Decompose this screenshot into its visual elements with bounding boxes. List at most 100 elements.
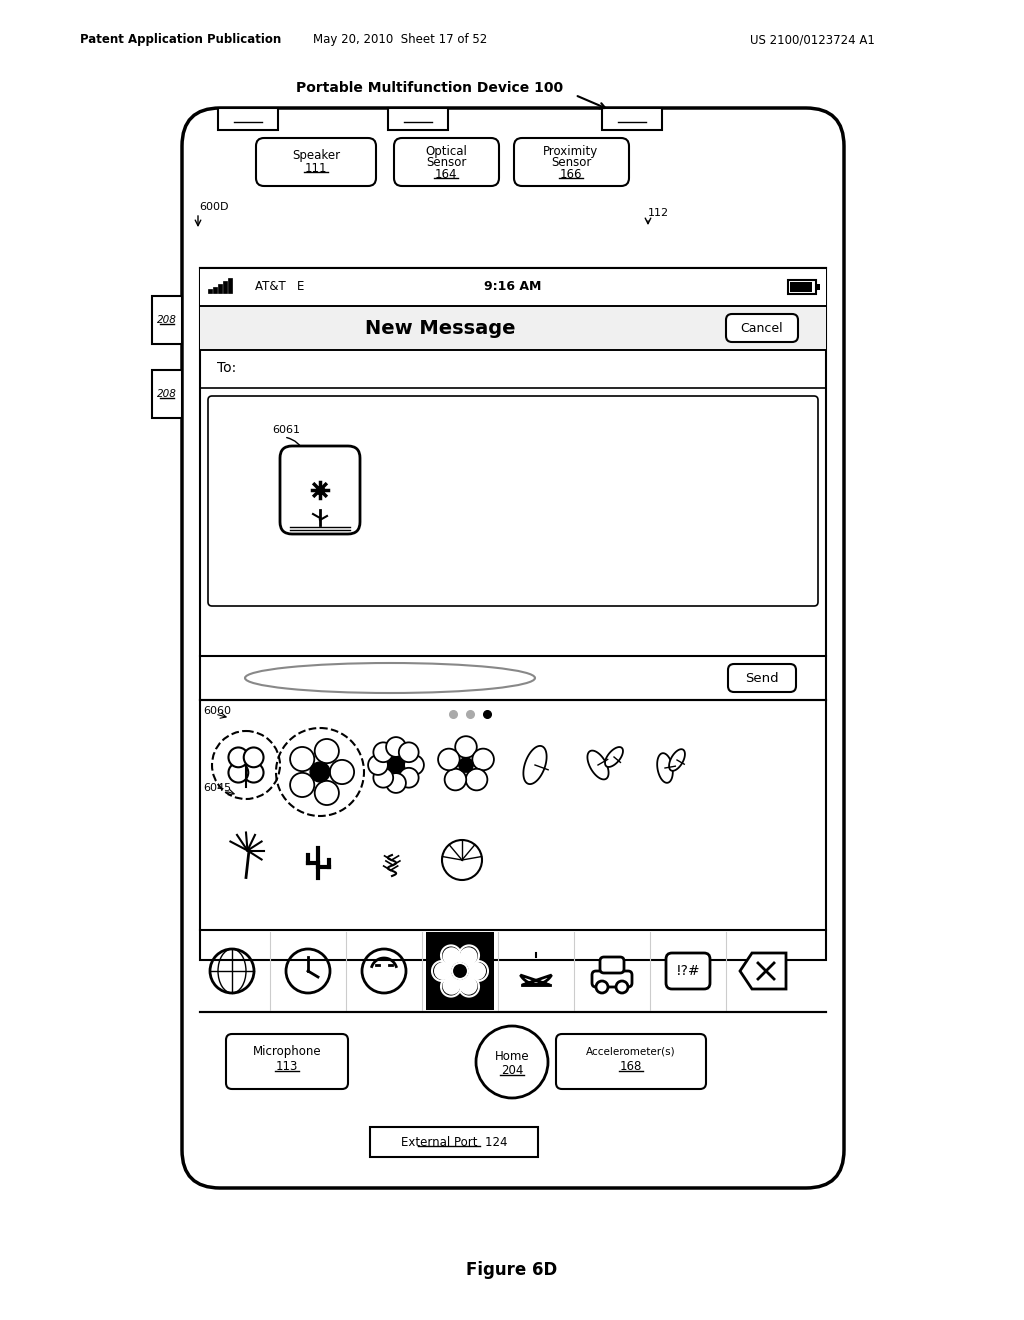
Circle shape (310, 762, 330, 781)
Circle shape (398, 768, 419, 788)
Text: Cancel: Cancel (740, 322, 783, 334)
Bar (152, 370, 182, 418)
Circle shape (441, 945, 461, 965)
FancyBboxPatch shape (208, 396, 818, 606)
Circle shape (459, 977, 479, 997)
Text: US 2100/0123724 A1: US 2100/0123724 A1 (750, 33, 874, 46)
Circle shape (468, 962, 486, 979)
Circle shape (290, 772, 314, 797)
Circle shape (244, 763, 263, 783)
Text: 210: 210 (407, 112, 429, 125)
Text: Proximity: Proximity (544, 145, 599, 158)
Circle shape (290, 747, 314, 771)
Ellipse shape (245, 663, 535, 693)
Text: 6061: 6061 (272, 425, 300, 436)
Text: Patent Application Publication: Patent Application Publication (80, 33, 282, 46)
Bar (816, 284, 820, 290)
Circle shape (616, 981, 628, 993)
Text: Home: Home (495, 1051, 529, 1064)
Circle shape (314, 781, 339, 805)
FancyBboxPatch shape (600, 957, 624, 973)
Polygon shape (588, 751, 608, 779)
Text: 168: 168 (620, 1060, 642, 1073)
Polygon shape (657, 754, 673, 783)
Bar (208, 289, 212, 293)
Circle shape (434, 962, 452, 979)
Text: 111: 111 (305, 161, 328, 174)
Circle shape (452, 964, 468, 979)
Circle shape (314, 739, 339, 763)
Polygon shape (523, 746, 547, 784)
Circle shape (468, 961, 487, 981)
Bar (426, 932, 494, 1010)
Text: New Message: New Message (365, 318, 515, 338)
Text: To:: To: (217, 360, 237, 375)
FancyBboxPatch shape (726, 314, 798, 342)
FancyBboxPatch shape (182, 108, 844, 1188)
Circle shape (459, 977, 479, 997)
FancyBboxPatch shape (256, 139, 376, 186)
Circle shape (388, 756, 404, 774)
Text: Speaker: Speaker (292, 149, 340, 161)
Circle shape (374, 768, 393, 788)
Text: 166: 166 (560, 168, 583, 181)
FancyBboxPatch shape (666, 953, 710, 989)
Text: Optical: Optical (425, 145, 467, 158)
Bar (223, 281, 226, 293)
Text: 6045: 6045 (203, 783, 231, 793)
Bar (213, 286, 216, 293)
Polygon shape (740, 953, 786, 989)
Circle shape (468, 961, 488, 981)
Polygon shape (669, 750, 685, 771)
Circle shape (472, 748, 494, 771)
Bar (200, 268, 826, 960)
Bar (790, 282, 812, 292)
Text: 9:16 AM: 9:16 AM (484, 281, 542, 293)
Circle shape (452, 962, 468, 979)
Text: !?#: !?# (676, 964, 700, 978)
Text: 600D: 600D (199, 202, 228, 213)
Circle shape (398, 742, 419, 762)
Text: Accelerometer(s): Accelerometer(s) (586, 1047, 676, 1057)
Circle shape (444, 768, 466, 791)
Bar (388, 108, 449, 129)
Bar (602, 108, 662, 129)
Bar (218, 284, 221, 293)
Bar (788, 280, 816, 294)
Circle shape (441, 977, 461, 997)
Bar (370, 1127, 538, 1158)
FancyBboxPatch shape (728, 664, 796, 692)
Text: 208: 208 (157, 389, 177, 399)
Circle shape (438, 748, 460, 771)
Circle shape (442, 948, 461, 965)
Circle shape (442, 840, 482, 880)
Text: 212: 212 (621, 112, 643, 125)
Bar (200, 268, 826, 306)
Circle shape (442, 977, 461, 995)
Circle shape (596, 981, 608, 993)
Circle shape (459, 945, 479, 965)
Text: 206: 206 (237, 112, 259, 125)
Circle shape (228, 763, 248, 783)
Text: Microphone: Microphone (253, 1045, 322, 1059)
FancyBboxPatch shape (280, 446, 360, 535)
Text: 204: 204 (501, 1064, 523, 1077)
Text: 208: 208 (157, 315, 177, 325)
Text: External Port  124: External Port 124 (400, 1135, 507, 1148)
Circle shape (404, 755, 424, 775)
FancyBboxPatch shape (226, 1034, 348, 1089)
Text: 113: 113 (275, 1060, 298, 1073)
Circle shape (432, 961, 452, 981)
Polygon shape (605, 747, 623, 767)
Text: 164: 164 (435, 168, 458, 181)
Circle shape (374, 742, 393, 762)
Text: 112: 112 (648, 209, 669, 218)
FancyBboxPatch shape (514, 139, 629, 186)
Text: AT&T   E: AT&T E (255, 281, 304, 293)
Bar (218, 108, 278, 129)
Circle shape (368, 755, 388, 775)
Circle shape (386, 774, 406, 793)
Text: Send: Send (745, 672, 779, 685)
Circle shape (244, 747, 263, 767)
Circle shape (432, 961, 452, 981)
